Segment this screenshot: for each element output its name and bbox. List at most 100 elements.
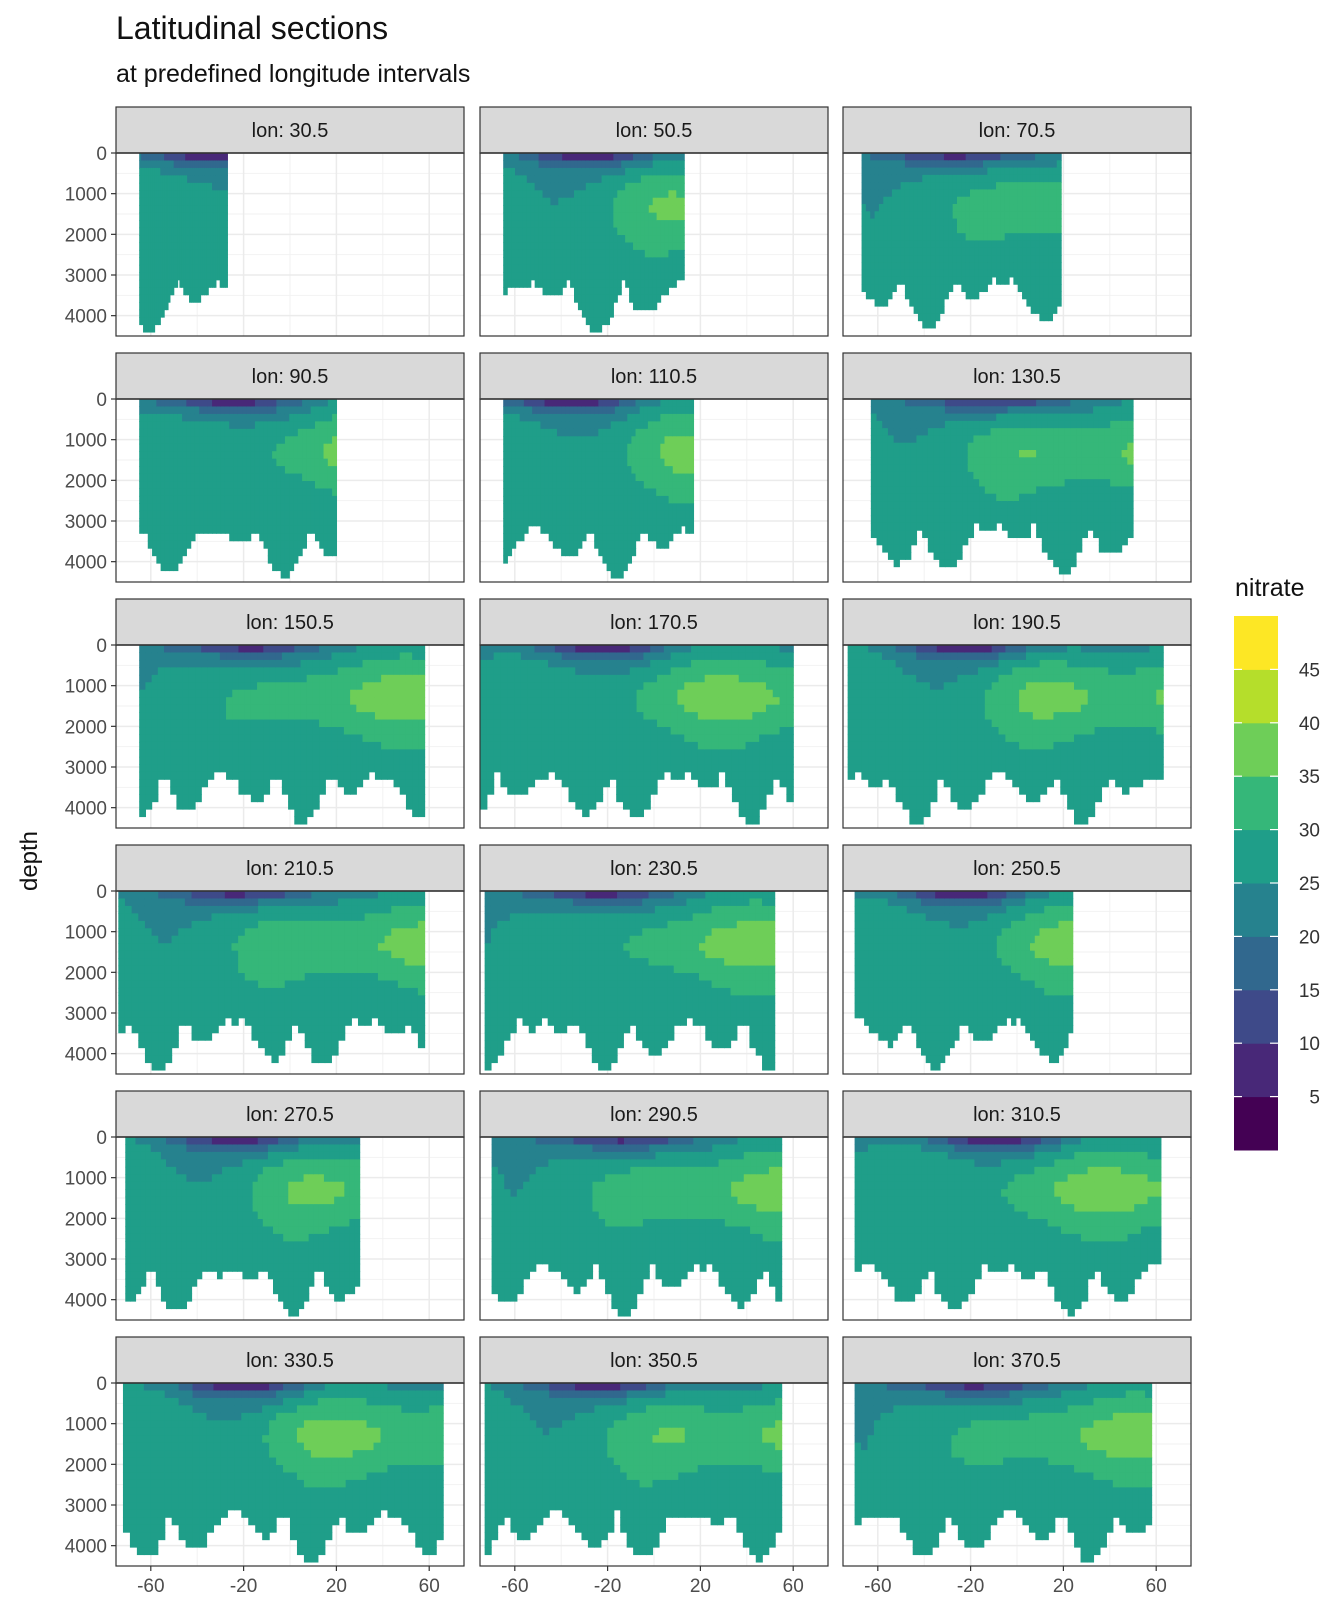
contour-cell — [160, 525, 166, 534]
contour-cell — [164, 264, 167, 273]
contour-cell — [644, 212, 650, 221]
contour-cell — [913, 240, 919, 249]
contour-cell — [538, 160, 544, 169]
contour-cell — [627, 458, 633, 467]
contour-cell — [614, 399, 620, 408]
contour-cell — [552, 466, 558, 475]
contour-cell — [904, 196, 910, 205]
contour-cell — [167, 197, 171, 206]
contour-cell — [610, 518, 616, 527]
contour-cell — [158, 242, 161, 251]
contour-cell — [565, 406, 570, 415]
contour-cell — [217, 249, 221, 258]
contour-cell — [507, 182, 512, 191]
contour-cell — [215, 182, 219, 191]
contour-cell — [681, 473, 686, 482]
contour-cell — [139, 302, 142, 311]
contour-cell — [200, 153, 204, 162]
contour-cell — [158, 160, 161, 169]
contour-cell — [1009, 240, 1014, 249]
contour-cell — [548, 443, 554, 452]
contour-cell — [210, 205, 213, 214]
contour-cell — [332, 458, 337, 467]
contour-cell — [621, 264, 626, 273]
contour-cell — [956, 153, 962, 161]
contour-cell — [614, 533, 620, 542]
contour-cell — [561, 495, 566, 504]
contour-cell — [310, 428, 316, 437]
contour-cell — [146, 264, 150, 273]
contour-cell — [581, 503, 587, 512]
contour-cell — [1048, 211, 1054, 220]
contour-cell — [930, 298, 936, 307]
contour-cell — [546, 190, 552, 199]
contour-cell — [196, 220, 200, 229]
contour-cell — [689, 443, 695, 452]
contour-cell — [190, 495, 196, 504]
contour-cell — [523, 436, 529, 445]
contour-cell — [644, 302, 650, 311]
contour-cell — [179, 257, 182, 266]
contour-cell — [210, 235, 213, 244]
contour-cell — [229, 533, 235, 542]
contour-cell — [206, 235, 209, 244]
contour-cell — [1009, 233, 1014, 242]
contour-cell — [676, 235, 681, 244]
contour-cell — [593, 205, 599, 214]
contour-cell — [910, 457, 918, 466]
contour-cell — [635, 466, 641, 475]
contour-cell — [167, 205, 171, 214]
contour-cell — [156, 428, 162, 437]
contour-cell — [1056, 225, 1062, 234]
contour-cell — [593, 309, 599, 318]
contour-cell — [160, 518, 166, 527]
contour-cell — [883, 189, 889, 198]
contour-cell — [276, 413, 282, 422]
contour-cell — [927, 435, 935, 444]
contour-cell — [917, 160, 923, 169]
contour-cell — [206, 257, 209, 266]
contour-cell — [210, 279, 213, 288]
contour-cell — [668, 272, 673, 281]
contour-cell — [169, 197, 173, 206]
contour-cell — [561, 421, 566, 430]
contour-cell — [878, 153, 884, 161]
contour-cell — [169, 436, 175, 445]
contour-cell — [297, 488, 303, 497]
contour-cell — [610, 473, 616, 482]
contour-cell — [532, 428, 537, 437]
contour-cell — [503, 249, 508, 258]
contour-cell — [910, 420, 918, 429]
contour-cell — [200, 167, 204, 176]
contour-cell — [276, 488, 282, 497]
contour-cell — [656, 175, 662, 184]
contour-cell — [617, 220, 622, 229]
contour-cell — [233, 406, 239, 415]
contour-cell — [192, 235, 196, 244]
contour-cell — [909, 196, 915, 205]
contour-cell — [175, 167, 179, 176]
contour-cell — [210, 264, 213, 273]
contour-cell — [896, 240, 902, 249]
contour-cell — [577, 153, 583, 162]
contour-cell — [613, 205, 618, 214]
contour-cell — [143, 182, 146, 191]
contour-cell — [267, 555, 273, 564]
contour-cell — [996, 211, 1001, 220]
contour-cell — [229, 399, 235, 408]
contour-cell — [280, 540, 286, 549]
contour-cell — [216, 518, 222, 527]
contour-cell — [223, 264, 227, 273]
contour-cell — [190, 518, 196, 527]
contour-cell — [143, 264, 146, 273]
contour-cell — [597, 153, 603, 162]
contour-cell — [887, 552, 895, 560]
contour-cell — [237, 481, 243, 490]
contour-cell — [534, 249, 540, 258]
contour-cell — [177, 235, 181, 244]
contour-cell — [876, 457, 883, 466]
contour-cell — [891, 211, 897, 220]
contour-cell — [558, 287, 563, 296]
contour-cell — [904, 291, 910, 300]
contour-cell — [1052, 247, 1058, 256]
